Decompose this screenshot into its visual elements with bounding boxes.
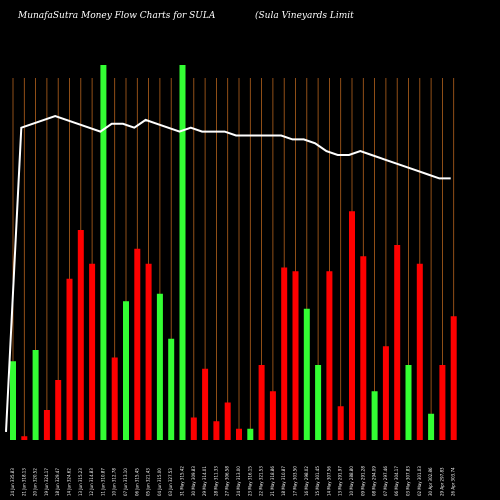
x-tick-label: 26 Apr 303.74 (451, 467, 456, 496)
x-tick-label: 07 Jun 313.10 (123, 468, 128, 496)
x-tick-label: 14 May 307.56 (326, 466, 331, 496)
x-tick-label: 13 Jun 315.23 (78, 468, 83, 496)
x-tick-label: 14 Jun 324.62 (67, 468, 72, 496)
bar (190, 417, 197, 440)
x-tick-label: 21 Jun 318.13 (21, 468, 26, 496)
bar (247, 428, 254, 440)
bar (236, 428, 242, 440)
x-tick-label: 27 May 306.58 (225, 466, 230, 496)
bar (315, 365, 322, 440)
bar (326, 271, 333, 440)
x-tick-label: 03 May 307.83 (406, 466, 411, 496)
bar (134, 248, 141, 440)
bar (168, 338, 175, 440)
bar (100, 65, 107, 440)
bar (405, 365, 412, 440)
x-tick-label: 10 Jun 312.78 (112, 468, 117, 496)
x-tick-label: 09 May 291.28 (360, 466, 365, 496)
bar (349, 211, 355, 440)
x-tick-label: 24 May 313.00 (236, 466, 241, 496)
x-tick-label: 07 May 297.46 (383, 466, 388, 496)
x-tick-label: 03 Jun 327.53 (168, 468, 173, 496)
x-tick-label: 19 Jun 324.17 (44, 468, 49, 496)
bar (439, 365, 446, 440)
bar (202, 368, 209, 440)
chart-subtitle: (Sula Vineyards Limit (255, 11, 354, 21)
x-tick-label: 06 May 304.17 (394, 466, 399, 496)
bar (55, 380, 62, 440)
bar (77, 230, 84, 440)
bar (123, 301, 129, 440)
bar (269, 391, 276, 440)
bar (303, 308, 310, 440)
x-tick-label: 05 Jun 321.43 (146, 468, 151, 496)
bar (382, 346, 389, 440)
x-tick-label: 17 May 303.50 (293, 466, 298, 496)
bar (416, 263, 423, 440)
x-tick-label: 29 Apr 297.83 (439, 467, 444, 496)
x-tick-label: 30 Apr 302.86 (428, 467, 433, 496)
bar (21, 436, 28, 440)
x-tick-label: 15 May 301.45 (315, 466, 320, 496)
bar (281, 267, 288, 440)
x-tick-label: 08 May 294.09 (372, 466, 377, 496)
x-tick-label: 22 May 321.53 (259, 466, 264, 496)
x-tick-label: 02 May 301.03 (417, 466, 422, 496)
bar (224, 402, 231, 440)
bar (337, 406, 344, 440)
x-tick-label: 04 Jun 315.00 (157, 468, 162, 496)
x-tick-label: 21 May 318.86 (270, 466, 275, 496)
bar (66, 278, 73, 440)
x-tick-label: 20 Jun 320.52 (33, 468, 38, 496)
bar (156, 293, 163, 440)
bar (258, 365, 265, 440)
bar (43, 410, 50, 440)
x-tick-label: 06 Jun 315.45 (134, 468, 139, 496)
x-tick-label: 18 Jun 329.47 (55, 468, 60, 496)
bar (10, 361, 16, 440)
x-tick-label: 24 Jun 335.83 (10, 468, 15, 496)
bar (292, 271, 299, 440)
bar (428, 413, 435, 440)
x-tick-label: 12 Jun 314.83 (89, 468, 94, 496)
x-tick-label: 16 May 298.02 (304, 466, 309, 496)
bar (111, 357, 118, 440)
x-tick-label: 11 Jun 310.87 (100, 468, 105, 496)
bar (145, 263, 152, 440)
bar (213, 421, 220, 440)
bar (89, 263, 96, 440)
price-line (5, 114, 451, 432)
bar (450, 316, 457, 440)
bar (371, 391, 378, 440)
bar (179, 65, 186, 440)
x-tick-label: 30 May 309.83 (191, 466, 196, 496)
bar (360, 256, 367, 440)
x-tick-label: 28 May 311.33 (213, 466, 218, 496)
bar (32, 350, 39, 440)
x-tick-label: 10 May 288.80 (349, 466, 354, 496)
chart-title: MunafaSutra Money Flow Charts for SULA (18, 11, 216, 21)
x-tick-label: 31 May 315.42 (180, 466, 185, 496)
x-tick-label: 23 May 316.15 (247, 466, 252, 496)
x-tick-label: 13 May 291.97 (338, 466, 343, 496)
bar (394, 245, 401, 440)
x-tick-label: 18 May 310.87 (281, 466, 286, 496)
x-tick-label: 29 May 314.01 (202, 466, 207, 496)
